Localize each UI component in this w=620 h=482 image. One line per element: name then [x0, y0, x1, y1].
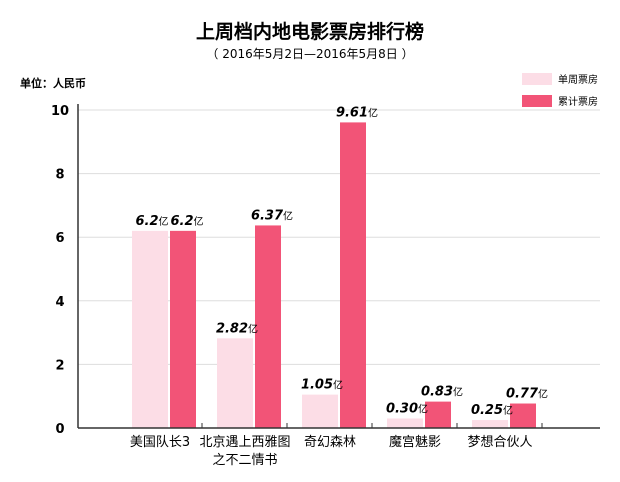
value-label-cumulative: 6.2亿 [170, 214, 203, 229]
legend-swatch-weekly [522, 73, 552, 85]
category-label: 北京遇上西雅图之不二情书 [199, 435, 290, 468]
y-axis-unit-label: 单位：人民币 [20, 76, 86, 90]
bar-weekly [302, 394, 338, 428]
bar-weekly [132, 230, 168, 428]
bar-weekly [387, 418, 423, 428]
value-label-cumulative: 0.83亿 [421, 385, 463, 400]
legend-label-weekly: 单周票房 [558, 73, 598, 86]
y-tick-label: 2 [55, 358, 64, 373]
value-label-weekly: 1.05亿 [301, 378, 343, 393]
legend: 单周票房 累计票房 [522, 73, 598, 108]
y-tick-label: 8 [55, 168, 64, 183]
y-tick-label: 10 [51, 104, 69, 119]
value-label-weekly: 0.25亿 [471, 403, 513, 418]
bar-cumulative [425, 401, 451, 428]
value-label-cumulative: 0.77亿 [506, 387, 548, 402]
bar-weekly [472, 420, 508, 428]
y-tick-label: 0 [55, 422, 64, 437]
bar-weekly [217, 338, 253, 428]
bar-cumulative [255, 225, 281, 428]
legend-swatch-cumulative [522, 95, 552, 107]
value-label-cumulative: 6.37亿 [251, 208, 293, 223]
category-label: 美国队长3 [130, 435, 190, 450]
value-label-cumulative: 9.61亿 [336, 105, 378, 120]
bar-cumulative [170, 230, 196, 428]
y-tick-label: 4 [55, 295, 64, 310]
bar-cumulative [340, 122, 366, 428]
value-label-weekly: 0.30亿 [386, 401, 428, 416]
chart-subtitle: （ 2016年5月2日—2016年5月8日 ） [206, 47, 413, 61]
legend-label-cumulative: 累计票房 [558, 95, 598, 108]
category-label: 魔宫魅影 [389, 435, 441, 450]
bar-cumulative [510, 403, 536, 428]
category-label: 奇幻森林 [304, 434, 356, 450]
chart-title: 上周档内地电影票房排行榜 [196, 20, 424, 43]
category-label: 梦想合伙人 [467, 434, 532, 450]
y-tick-label: 6 [55, 231, 64, 246]
value-label-weekly: 6.2亿 [135, 214, 168, 229]
value-label-weekly: 2.82亿 [216, 321, 258, 336]
